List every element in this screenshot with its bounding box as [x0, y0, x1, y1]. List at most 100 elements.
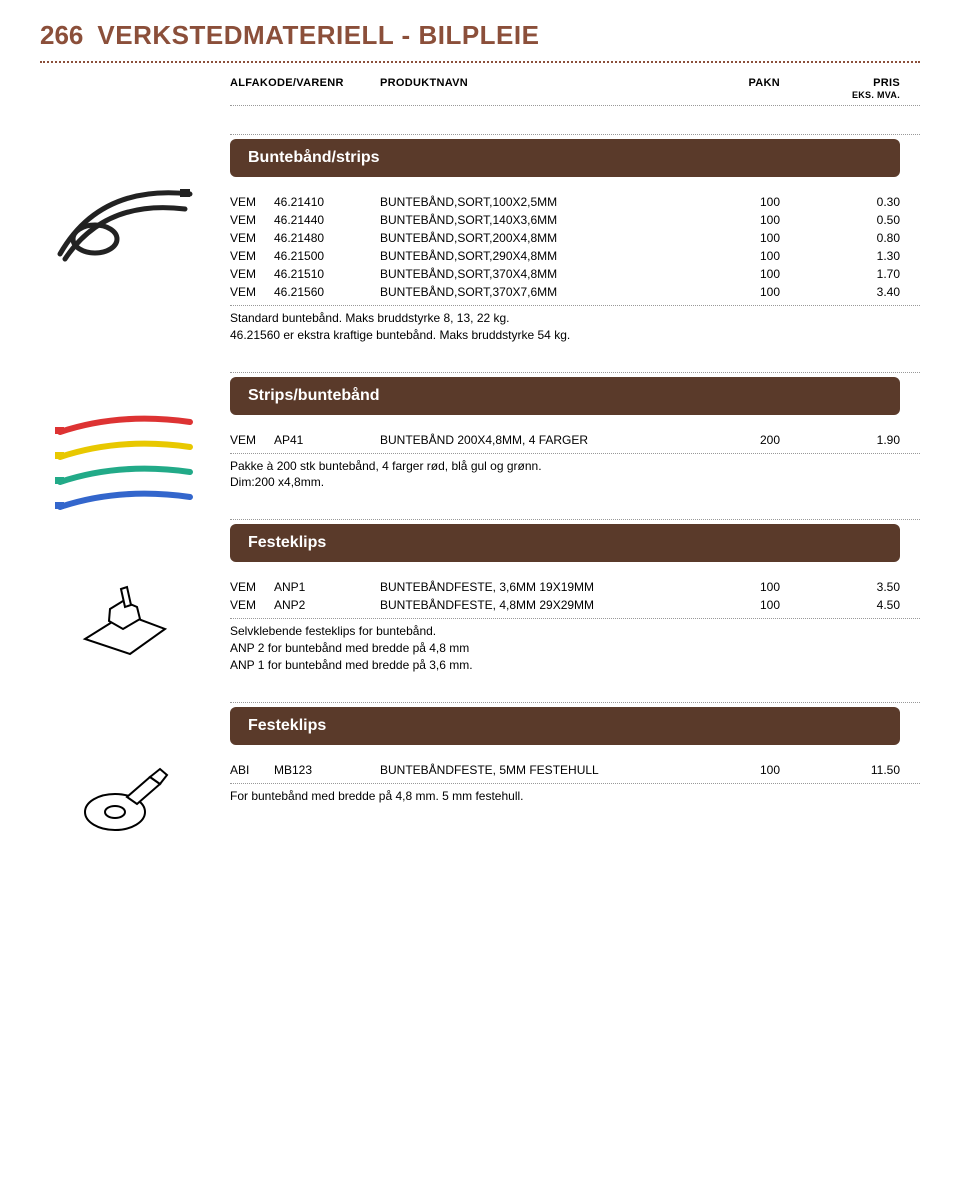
- section-description: For buntebånd med bredde på 4,8 mm. 5 mm…: [230, 788, 920, 805]
- row-pack: 200: [690, 433, 780, 447]
- desc-line: Standard buntebånd. Maks bruddstyrke 8, …: [230, 310, 920, 327]
- row-prefix: ABI: [230, 763, 274, 777]
- row-price: 3.40: [780, 285, 900, 299]
- row-price: 1.90: [780, 433, 900, 447]
- section-title: Festeklips: [230, 524, 900, 562]
- desc-line: For buntebånd med bredde på 4,8 mm. 5 mm…: [230, 788, 920, 805]
- table-row: VEM46.21510BUNTEBÅND,SORT,370X4,8MM1001.…: [230, 265, 920, 283]
- row-code: 46.21560: [274, 285, 380, 299]
- table-row: VEMAP41BUNTEBÅND 200X4,8MM, 4 FARGER2001…: [230, 431, 920, 449]
- row-pack: 100: [690, 763, 780, 777]
- row-pack: 100: [690, 598, 780, 612]
- desc-line: Pakke à 200 stk buntebånd, 4 farger rød,…: [230, 458, 920, 475]
- row-prefix: VEM: [230, 231, 274, 245]
- row-pack: 100: [690, 195, 780, 209]
- row-code: AP41: [274, 433, 380, 447]
- section-description: Selvklebende festeklips for buntebånd.AN…: [230, 623, 920, 673]
- row-price: 0.80: [780, 231, 900, 245]
- section-title: Strips/buntebånd: [230, 377, 900, 415]
- table-row: VEMANP1BUNTEBÅNDFESTE, 3,6MM 19X19MM1003…: [230, 578, 920, 596]
- col-code: ALFAKODE/VARENR: [230, 77, 380, 101]
- row-price: 1.70: [780, 267, 900, 281]
- section-title: Buntebånd/strips: [230, 139, 900, 177]
- row-prefix: VEM: [230, 213, 274, 227]
- table-row: VEM46.21480BUNTEBÅND,SORT,200X4,8MM1000.…: [230, 229, 920, 247]
- section-divider: [230, 519, 920, 520]
- catalog-section: Festeklips ABIMB123BUNTEBÅNDFESTE, 5MM FE…: [230, 702, 920, 805]
- row-price: 11.50: [780, 763, 900, 777]
- row-product-name: BUNTEBÅND,SORT,290X4,8MM: [380, 249, 690, 263]
- row-product-name: BUNTEBÅNDFESTE, 3,6MM 19X19MM: [380, 580, 690, 594]
- product-illustration: [40, 164, 210, 284]
- header-underline: [230, 105, 920, 106]
- row-pack: 100: [690, 580, 780, 594]
- row-code: ANP2: [274, 598, 380, 612]
- row-price: 1.30: [780, 249, 900, 263]
- desc-line: ANP 1 for buntebånd med bredde på 3,6 mm…: [230, 657, 920, 674]
- row-product-name: BUNTEBÅND,SORT,370X7,6MM: [380, 285, 690, 299]
- row-prefix: VEM: [230, 598, 274, 612]
- page-header: 266 VERKSTEDMATERIELL - BILPLEIE: [40, 20, 920, 51]
- row-prefix: VEM: [230, 433, 274, 447]
- row-prefix: VEM: [230, 195, 274, 209]
- rows-divider: [230, 783, 920, 784]
- desc-line: 46.21560 er ekstra kraftige buntebånd. M…: [230, 327, 920, 344]
- row-prefix: VEM: [230, 580, 274, 594]
- page-title: VERKSTEDMATERIELL - BILPLEIE: [97, 20, 539, 51]
- row-price: 4.50: [780, 598, 900, 612]
- row-prefix: VEM: [230, 267, 274, 281]
- rows-divider: [230, 453, 920, 454]
- row-product-name: BUNTEBÅND,SORT,200X4,8MM: [380, 231, 690, 245]
- row-price: 0.30: [780, 195, 900, 209]
- page-number: 266: [40, 20, 83, 51]
- rows-divider: [230, 305, 920, 306]
- product-illustration: [40, 549, 210, 669]
- row-code: 46.21410: [274, 195, 380, 209]
- row-product-name: BUNTEBÅNDFESTE, 5MM FESTEHULL: [380, 763, 690, 777]
- section-divider: [230, 134, 920, 135]
- column-headers: ALFAKODE/VARENR PRODUKTNAVN PAKN PRIS EK…: [230, 77, 920, 101]
- section-divider: [230, 702, 920, 703]
- section-description: Standard buntebånd. Maks bruddstyrke 8, …: [230, 310, 920, 344]
- row-pack: 100: [690, 249, 780, 263]
- catalog-section: Festeklips VEMANP1BUNTEBÅNDFESTE, 3,6MM 1…: [230, 519, 920, 673]
- section-divider: [230, 372, 920, 373]
- row-code: ANP1: [274, 580, 380, 594]
- row-price: 3.50: [780, 580, 900, 594]
- col-name: PRODUKTNAVN: [380, 77, 690, 101]
- desc-line: Selvklebende festeklips for buntebånd.: [230, 623, 920, 640]
- col-pack: PAKN: [690, 77, 780, 101]
- section-description: Pakke à 200 stk buntebånd, 4 farger rød,…: [230, 458, 920, 492]
- table-row: VEM46.21560BUNTEBÅND,SORT,370X7,6MM1003.…: [230, 283, 920, 301]
- row-product-name: BUNTEBÅND 200X4,8MM, 4 FARGER: [380, 433, 690, 447]
- product-illustration: [40, 732, 210, 852]
- table-row: VEMANP2BUNTEBÅNDFESTE, 4,8MM 29X29MM1004…: [230, 596, 920, 614]
- table-row: VEM46.21410BUNTEBÅND,SORT,100X2,5MM1000.…: [230, 193, 920, 211]
- col-price: PRIS EKS. MVA.: [780, 77, 900, 101]
- product-illustration: [40, 402, 210, 522]
- section-title: Festeklips: [230, 707, 900, 745]
- row-product-name: BUNTEBÅND,SORT,370X4,8MM: [380, 267, 690, 281]
- table-row: VEM46.21440BUNTEBÅND,SORT,140X3,6MM1000.…: [230, 211, 920, 229]
- table-row: VEM46.21500BUNTEBÅND,SORT,290X4,8MM1001.…: [230, 247, 920, 265]
- header-divider: [40, 61, 920, 63]
- table-row: ABIMB123BUNTEBÅNDFESTE, 5MM FESTEHULL100…: [230, 761, 920, 779]
- row-pack: 100: [690, 267, 780, 281]
- row-prefix: VEM: [230, 285, 274, 299]
- row-code: 46.21500: [274, 249, 380, 263]
- row-code: 46.21480: [274, 231, 380, 245]
- desc-line: ANP 2 for buntebånd med bredde på 4,8 mm: [230, 640, 920, 657]
- row-code: 46.21510: [274, 267, 380, 281]
- row-prefix: VEM: [230, 249, 274, 263]
- row-code: 46.21440: [274, 213, 380, 227]
- row-code: MB123: [274, 763, 380, 777]
- row-pack: 100: [690, 231, 780, 245]
- row-pack: 100: [690, 213, 780, 227]
- row-product-name: BUNTEBÅNDFESTE, 4,8MM 29X29MM: [380, 598, 690, 612]
- row-pack: 100: [690, 285, 780, 299]
- catalog-section: Strips/buntebånd VEMAP41BUNTEBÅND 200X4,8…: [230, 372, 920, 492]
- desc-line: Dim:200 x4,8mm.: [230, 474, 920, 491]
- row-price: 0.50: [780, 213, 900, 227]
- content-area: ALFAKODE/VARENR PRODUKTNAVN PAKN PRIS EK…: [230, 77, 920, 804]
- rows-divider: [230, 618, 920, 619]
